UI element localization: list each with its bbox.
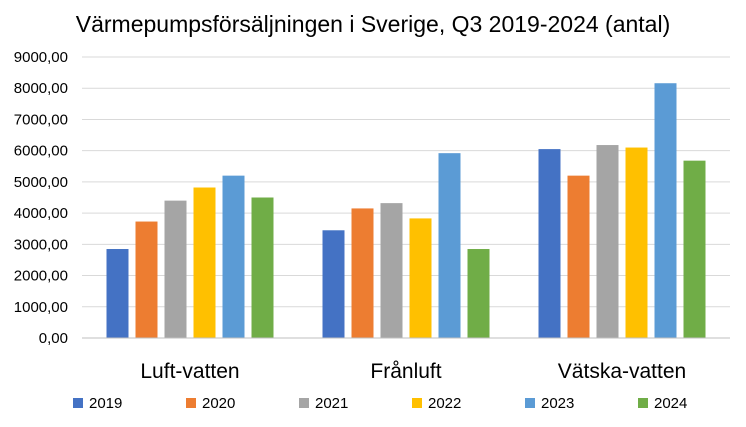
y-tick-label: 9000,00: [14, 49, 68, 66]
category-label: Frånluft: [370, 360, 441, 383]
y-tick-label: 2000,00: [14, 268, 68, 285]
y-tick-label: 5000,00: [14, 174, 68, 191]
y-tick-label: 7000,00: [14, 111, 68, 128]
bar-2020-3: [567, 175, 590, 338]
bar-2019-3: [538, 149, 561, 338]
bar-2023-2: [438, 153, 461, 338]
bar-2019-2: [322, 230, 345, 338]
legend-swatch-2022: [412, 398, 422, 408]
legend-label: 2024: [654, 395, 687, 412]
y-tick-label: 6000,00: [14, 143, 68, 160]
bar-2020-1: [135, 221, 158, 338]
bar-2020-2: [351, 208, 374, 338]
bar-2021-3: [596, 145, 619, 338]
legend-swatch-2023: [525, 398, 535, 408]
legend-swatch-2021: [299, 398, 309, 408]
legend-swatch-2024: [638, 398, 648, 408]
y-tick-label: 1000,00: [14, 299, 68, 316]
y-tick-label: 8000,00: [14, 80, 68, 97]
bars: [106, 83, 706, 338]
y-tick-label: 0,00: [39, 330, 68, 347]
legend-swatch-2019: [73, 398, 83, 408]
bar-2021-1: [164, 200, 187, 338]
y-tick-label: 3000,00: [14, 236, 68, 253]
legend-label: 2020: [202, 395, 235, 412]
y-tick-label: 4000,00: [14, 205, 68, 222]
bar-2024-3: [683, 160, 706, 338]
bar-2022-2: [409, 218, 432, 338]
bar-2021-2: [380, 203, 403, 338]
bar-2019-1: [106, 249, 129, 338]
gridlines: [82, 56, 730, 308]
bar-2024-1: [251, 197, 274, 338]
legend-swatch-2020: [186, 398, 196, 408]
bar-2023-3: [654, 83, 677, 338]
bar-2023-1: [222, 175, 245, 338]
legend-label: 2023: [541, 395, 574, 412]
bar-2022-1: [193, 187, 216, 338]
legend-label: 2019: [89, 395, 122, 412]
category-labels: Luft-vatten Frånluft Vätska-vatten: [140, 360, 686, 383]
bar-2022-3: [625, 147, 648, 338]
y-axis-ticks: 0,00 1000,00 2000,00 3000,00 4000,00 5000,00 6…: [14, 49, 68, 347]
legend: 2019 2020 2021 2022 2023 2024: [73, 395, 687, 412]
legend-label: 2022: [428, 395, 461, 412]
bar-2024-2: [467, 249, 490, 338]
legend-label: 2021: [315, 395, 348, 412]
category-label: Vätska-vatten: [558, 360, 686, 383]
category-label: Luft-vatten: [140, 360, 239, 383]
chart-title: Värmepumpsförsäljningen i Sverige, Q3 20…: [76, 11, 671, 37]
